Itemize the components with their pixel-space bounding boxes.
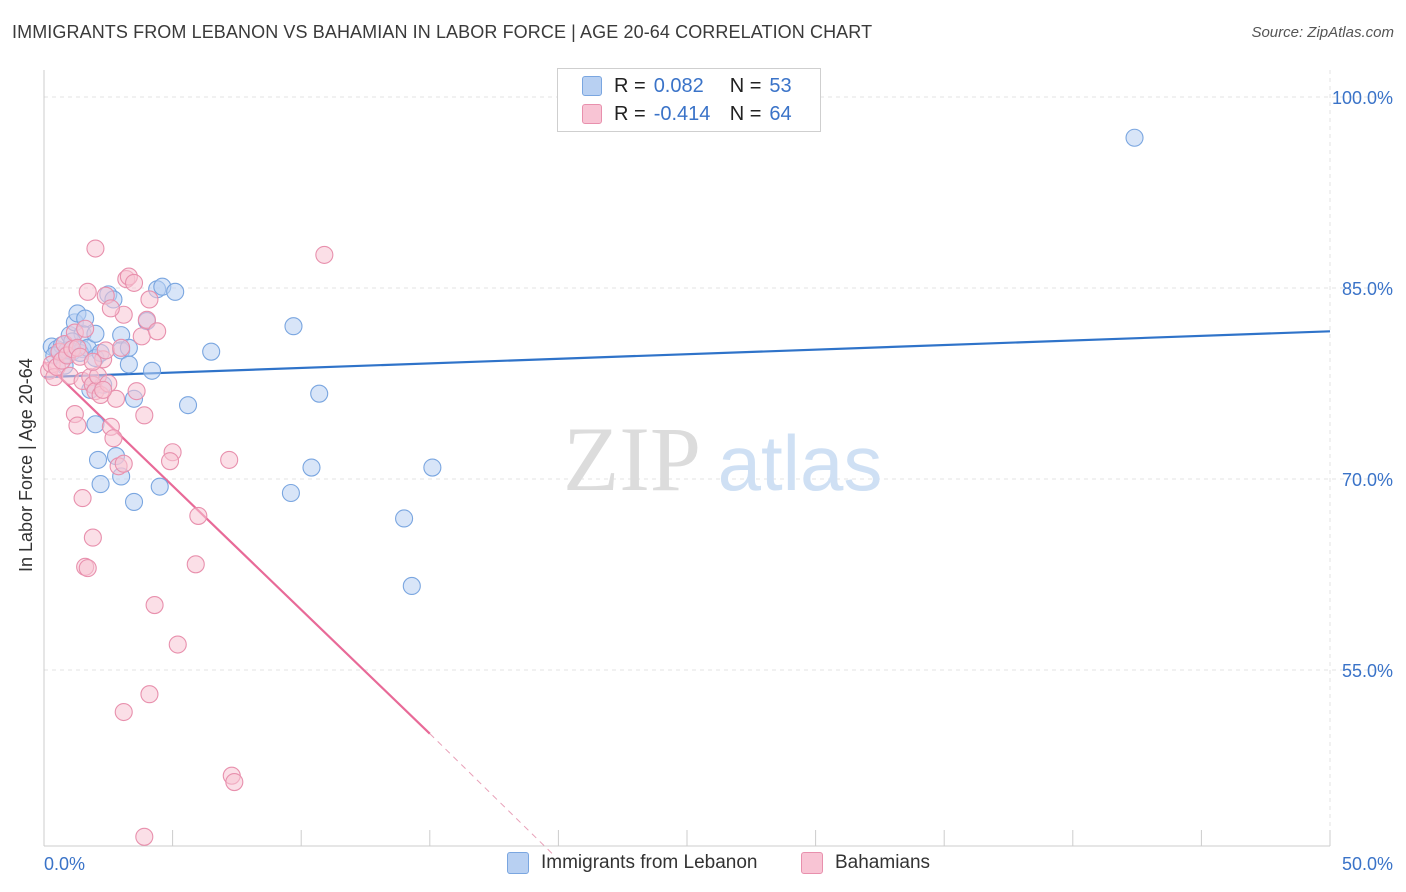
legend-r-label: R = <box>614 74 646 97</box>
stats-legend: R = 0.082 N = 53 R = -0.414 N = 64 <box>557 68 821 132</box>
bahamians-point-55 <box>220 450 239 469</box>
bahamians-point-52 <box>168 635 187 654</box>
bahamians-point-43 <box>78 559 97 578</box>
legend-r-value: 0.082 <box>653 74 704 97</box>
watermark-atlas: atlas <box>718 419 883 507</box>
y-tick-label: 100.0% <box>1332 88 1393 108</box>
lebanon-point-30 <box>119 355 138 374</box>
lebanon-point-42 <box>284 317 303 336</box>
chart-title: IMMIGRANTS FROM LEBANON VS BAHAMIAN IN L… <box>12 22 873 42</box>
x-tick-labels: 0.0% 50.0% <box>44 854 1393 874</box>
source-label: Source: ZipAtlas.com <box>1251 24 1394 41</box>
bahamians-point-49 <box>145 596 164 615</box>
bahamians-point-48 <box>114 454 133 473</box>
y-tick-label: 85.0% <box>1342 279 1393 299</box>
bahamians-point-54 <box>189 506 208 525</box>
data-points <box>40 128 1144 846</box>
legend-item-lebanon[interactable]: Immigrants from Lebanon <box>507 852 758 874</box>
bahamians-point-53 <box>186 555 205 574</box>
lebanon-point-32 <box>124 492 144 511</box>
legend-item-bahamians[interactable]: Bahamians <box>801 852 930 874</box>
legend-n-label: N = <box>729 74 762 97</box>
legend-r-label: R = <box>614 102 646 125</box>
lebanon-point-46 <box>395 509 414 528</box>
axes <box>43 70 1331 847</box>
series-legend: Immigrants from Lebanon Bahamians <box>0 852 1406 878</box>
bahamians-point-44 <box>78 282 97 301</box>
bahamians-point-57 <box>140 685 159 704</box>
legend-swatch-lebanon <box>507 852 529 874</box>
bahamians-point-39 <box>68 416 87 435</box>
bahamians-point-45 <box>86 239 105 258</box>
watermark-zip: ZIP <box>563 408 701 510</box>
bahamians-trend-extension <box>429 733 554 855</box>
bahamians-point-35 <box>137 310 156 329</box>
legend-row-lebanon: R = 0.082 N = 53 <box>582 73 792 99</box>
bahamians-point-58 <box>114 702 133 722</box>
legend-label-lebanon: Immigrants from Lebanon <box>541 852 758 873</box>
y-axis-label: In Labor Force | Age 20-64 <box>16 358 36 572</box>
lebanon-point-48 <box>423 458 442 477</box>
bahamians-point-47 <box>101 299 120 318</box>
bahamians-point-61 <box>135 827 154 846</box>
legend-swatch-lebanon <box>582 76 602 96</box>
bahamians-point-42 <box>83 528 102 547</box>
lebanon-point-47 <box>402 576 421 596</box>
lebanon-point-40 <box>178 396 198 415</box>
lebanon-point-49 <box>1125 128 1144 147</box>
lebanon-point-26 <box>91 475 110 494</box>
bahamians-point-33 <box>132 327 151 346</box>
lebanon-trend-line <box>43 330 1331 379</box>
bahamians-point-32 <box>127 382 146 401</box>
legend-row-bahamians: R = -0.414 N = 64 <box>582 101 792 127</box>
legend-swatch-bahamians <box>801 852 823 874</box>
x-tick-label-max: 50.0% <box>1342 854 1393 874</box>
lebanon-point-45 <box>310 384 329 403</box>
lebanon-point-41 <box>202 342 221 361</box>
bahamians-point-63 <box>94 380 113 399</box>
lebanon-point-39 <box>166 282 185 301</box>
lebanon-point-44 <box>302 458 321 477</box>
y-tick-label: 55.0% <box>1342 661 1393 681</box>
legend-n-value: 53 <box>769 74 792 97</box>
bahamians-point-36 <box>140 290 159 309</box>
bahamians-point-34 <box>135 406 154 425</box>
legend-r-value: -0.414 <box>653 102 711 125</box>
legend-swatch-bahamians <box>582 104 602 124</box>
y-tick-label: 70.0% <box>1342 470 1393 490</box>
watermark: ZIP atlas <box>563 408 882 510</box>
legend-n-value: 64 <box>769 102 792 125</box>
legend-label-bahamians: Bahamians <box>835 852 931 873</box>
lebanon-point-37 <box>150 477 169 496</box>
bahamians-point-62 <box>83 352 102 371</box>
bahamians-point-51 <box>160 452 180 471</box>
bahamians-point-40 <box>73 489 92 508</box>
legend-n-label: N = <box>729 102 762 125</box>
bahamians-point-25 <box>106 389 126 408</box>
bahamians-point-24 <box>104 429 123 448</box>
bahamians-point-14 <box>76 319 95 338</box>
lebanon-point-35 <box>142 361 162 380</box>
y-tick-labels: 55.0% 70.0% 85.0% 100.0% <box>1332 88 1393 681</box>
bahamians-point-37 <box>148 322 167 341</box>
bahamians-point-60 <box>225 773 244 792</box>
lebanon-point-24 <box>86 415 105 434</box>
bahamians-point-27 <box>112 338 131 357</box>
lebanon-point-43 <box>281 483 300 503</box>
bahamians-trend-line <box>43 361 431 735</box>
x-tick-label-min: 0.0% <box>44 854 85 874</box>
bahamians-point-31 <box>124 273 144 292</box>
bahamians-point-56 <box>315 245 334 264</box>
lebanon-point-25 <box>88 450 108 469</box>
